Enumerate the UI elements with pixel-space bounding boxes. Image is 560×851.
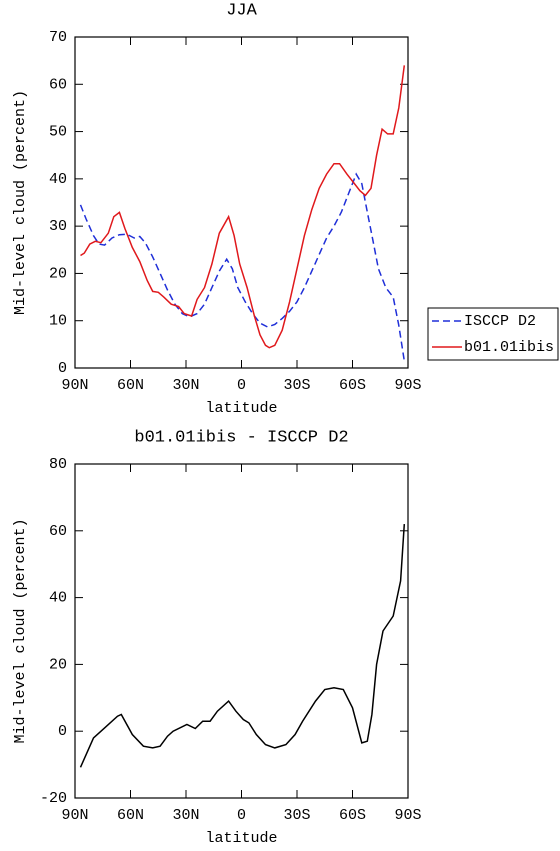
x-tick-label: 60S [339, 377, 366, 394]
chart-title: b01.01ibis - ISCCP D2 [134, 428, 348, 447]
y-tick-label: 20 [49, 265, 67, 282]
x-tick-label: 60N [117, 377, 144, 394]
x-tick-label: 60S [339, 807, 366, 824]
line [80, 65, 406, 349]
x-tick-label: 30S [283, 377, 310, 394]
legend-box [427, 307, 559, 361]
y-tick-label: 40 [49, 171, 67, 188]
y-tick-label: 70 [49, 29, 67, 46]
y-axis-label: Mid-level cloud (percent) [12, 90, 29, 315]
y-axis-label: Mid-level cloud (percent) [12, 518, 29, 743]
y-tick-label: 60 [49, 76, 67, 93]
chart-title: JJA [226, 1, 257, 20]
x-axis-label: latitude [205, 830, 277, 847]
plot-frame [74, 36, 409, 369]
x-tick-label: 30N [172, 377, 199, 394]
x-axis-label: latitude [205, 400, 277, 417]
x-tick-label: 30S [283, 807, 310, 824]
x-tick-label: 90N [61, 807, 88, 824]
y-tick-label: 30 [49, 218, 67, 235]
x-tick-label: 60N [117, 807, 144, 824]
x-tick-label: 90N [61, 377, 88, 394]
y-tick-label: 20 [49, 656, 67, 673]
x-tick-label: 90S [394, 377, 421, 394]
x-tick-label: 90S [394, 807, 421, 824]
x-tick-label: 0 [237, 807, 246, 824]
y-tick-label: 60 [49, 523, 67, 540]
y-tick-label: 80 [49, 456, 67, 473]
legend-label: ISCCP D2 [464, 313, 536, 330]
x-tick-label: 30N [172, 807, 199, 824]
line [79, 172, 406, 362]
legend-label: b01.01ibis [464, 339, 554, 356]
y-tick-label: 40 [49, 590, 67, 607]
y-tick-label: 0 [58, 723, 67, 740]
y-tick-label: 50 [49, 124, 67, 141]
x-tick-label: 0 [237, 377, 246, 394]
y-tick-label: 0 [58, 360, 67, 377]
y-tick-label: 10 [49, 313, 67, 330]
plot-frame [74, 463, 409, 799]
line [79, 524, 406, 768]
y-tick-label: -20 [40, 790, 67, 807]
